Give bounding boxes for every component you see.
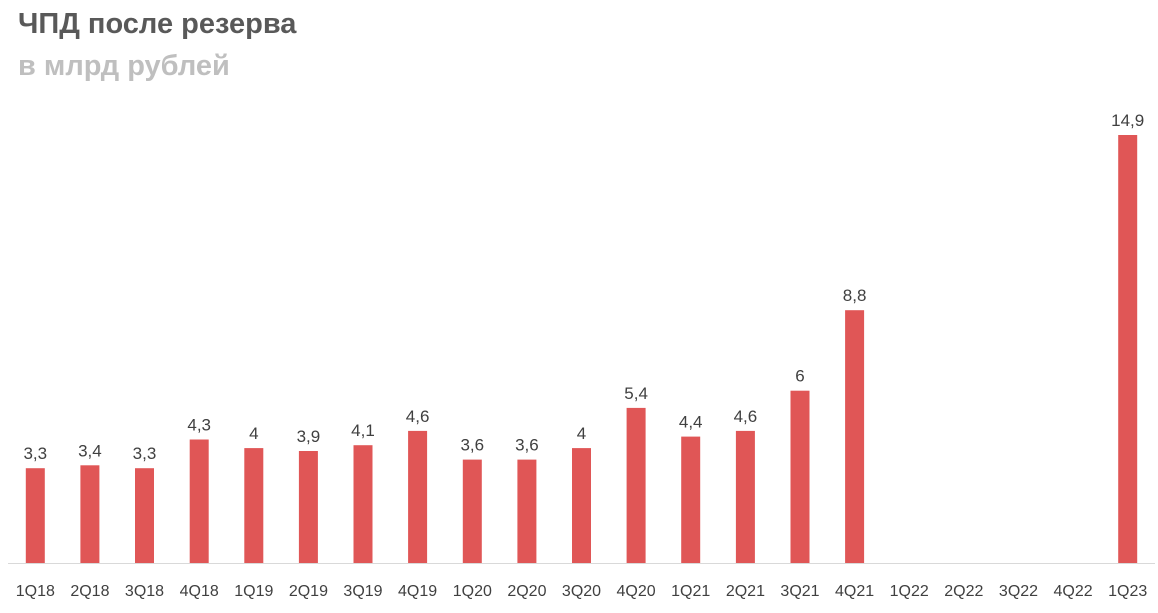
chart-title: ЧПД после резерва — [18, 8, 297, 40]
data-label-2Q20: 3,6 — [515, 436, 539, 455]
data-label-2Q18: 3,4 — [78, 441, 102, 460]
x-tick-label-3Q22: 3Q22 — [999, 583, 1038, 600]
bars-group — [25, 135, 1138, 563]
data-label-3Q20: 4 — [577, 424, 586, 443]
x-tick-label-1Q23: 1Q23 — [1108, 583, 1147, 600]
x-tick-label-1Q21: 1Q21 — [671, 583, 710, 600]
x-tick-label-3Q21: 3Q21 — [780, 583, 819, 600]
bar-3Q19 — [353, 445, 373, 563]
x-tick-label-4Q20: 4Q20 — [617, 583, 656, 600]
data-label-4Q18: 4,3 — [187, 416, 211, 435]
data-label-4Q20: 5,4 — [624, 384, 648, 403]
bar-4Q19 — [408, 430, 428, 563]
x-tick-label-1Q18: 1Q18 — [16, 583, 55, 600]
x-tick-label-1Q22: 1Q22 — [890, 583, 929, 600]
x-tick-label-1Q19: 1Q19 — [234, 583, 273, 600]
tick-labels-group: 1Q18 2Q18 3Q18 4Q18 1Q19 2Q19 3Q19 4Q19 1Q20 2Q20… — [16, 583, 1148, 600]
data-label-1Q20: 3,6 — [460, 436, 484, 455]
chart-subtitle: в млрд рублей — [18, 50, 230, 82]
data-label-1Q19: 4 — [249, 424, 258, 443]
bar-1Q18 — [25, 468, 45, 563]
data-label-3Q19: 4,1 — [351, 421, 375, 440]
bar-3Q20 — [572, 448, 591, 563]
x-tick-label-3Q19: 3Q19 — [343, 583, 382, 600]
bar-4Q18 — [189, 439, 209, 563]
data-label-4Q19: 4,6 — [406, 407, 430, 426]
x-tick-label-2Q22: 2Q22 — [944, 583, 983, 600]
x-tick-label-2Q18: 2Q18 — [70, 583, 109, 600]
x-tick-label-3Q20: 3Q20 — [562, 583, 601, 600]
data-label-4Q21: 8,8 — [843, 286, 867, 305]
data-labels-group: 3,3 3,4 3,3 4,3 4 3,9 4,1 4,6 3,6 3,6 4 5,4 4,4 4,6 6 8… — [23, 111, 1144, 463]
data-label-3Q21: 6 — [795, 367, 804, 386]
bar-2Q18 — [80, 465, 100, 563]
bar-3Q18 — [135, 468, 154, 563]
data-label-1Q18: 3,3 — [23, 444, 47, 463]
data-label-2Q19: 3,9 — [297, 427, 321, 446]
bar-3Q21 — [790, 390, 810, 563]
bar-4Q20 — [626, 407, 646, 563]
x-tick-label-1Q20: 1Q20 — [453, 583, 492, 600]
data-label-1Q21: 4,4 — [679, 413, 703, 432]
data-label-1Q23: 14,9 — [1111, 111, 1144, 130]
x-tick-label-4Q21: 4Q21 — [835, 583, 874, 600]
bar-4Q21 — [845, 310, 865, 563]
x-tick-label-2Q21: 2Q21 — [726, 583, 765, 600]
bar-1Q20 — [462, 459, 482, 563]
bar-1Q21 — [681, 436, 701, 563]
x-tick-label-2Q20: 2Q20 — [507, 583, 546, 600]
bar-2Q20 — [517, 459, 537, 563]
x-tick-label-3Q18: 3Q18 — [125, 583, 164, 600]
data-label-3Q18: 3,3 — [133, 444, 157, 463]
x-tick-label-4Q19: 4Q19 — [398, 583, 437, 600]
bar-1Q23 — [1118, 135, 1138, 563]
x-tick-label-4Q18: 4Q18 — [180, 583, 219, 600]
bar-2Q19 — [298, 451, 318, 563]
bar-2Q21 — [735, 430, 755, 563]
x-tick-label-4Q22: 4Q22 — [1054, 583, 1093, 600]
x-tick-label-2Q19: 2Q19 — [289, 583, 328, 600]
bar-1Q19 — [244, 448, 264, 563]
data-label-2Q21: 4,6 — [734, 407, 758, 426]
